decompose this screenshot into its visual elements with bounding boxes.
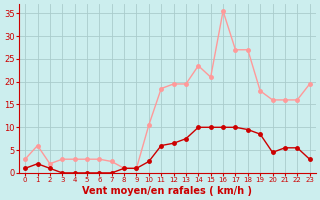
X-axis label: Vent moyen/en rafales ( km/h ): Vent moyen/en rafales ( km/h ) (82, 186, 252, 196)
